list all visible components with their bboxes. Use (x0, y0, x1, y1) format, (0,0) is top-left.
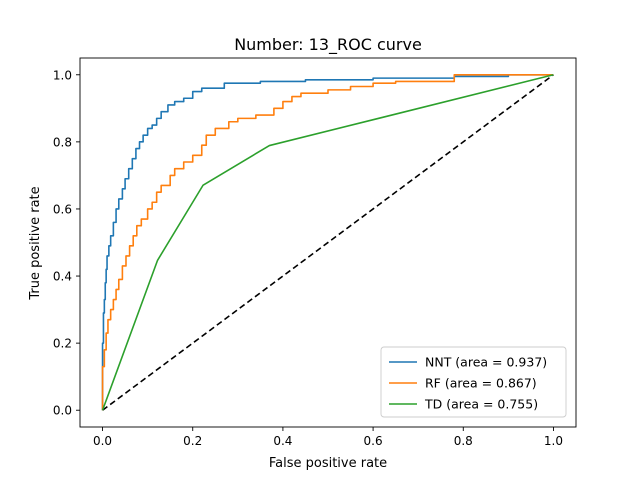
x-axis-label: False positive rate (269, 456, 387, 471)
legend-label-2: TD (area = 0.755) (424, 397, 538, 412)
x-tick-label: 0.2 (183, 434, 202, 448)
series-line-2 (101, 73, 554, 411)
legend-box (380, 346, 567, 418)
y-tick-label: 0.4 (53, 270, 72, 284)
plot-area (101, 73, 554, 411)
x-tick-label: 0.0 (93, 434, 112, 448)
y-tick-label: 0.2 (53, 337, 72, 351)
series-group (101, 73, 554, 411)
legend-label-1: RF (area = 0.867) (425, 376, 537, 391)
x-tick-label: 1.0 (544, 434, 563, 448)
legend-label-0: NNT (area = 0.937) (425, 355, 547, 370)
y-tick-label: 0.8 (53, 135, 72, 149)
legend: NNT (area = 0.937) RF (area = 0.867) TD (a… (380, 346, 567, 418)
axes: 0.0 0.2 0.4 0.6 0.8 1.0 0.0 0.2 0.4 0.6 0.8 1.0 (53, 57, 577, 448)
y-tick-label: 1.0 (53, 68, 72, 82)
series-line-1 (101, 73, 554, 411)
axes-frame (79, 57, 577, 428)
y-tick-label: 0.0 (53, 404, 72, 418)
x-tick-label: 0.8 (454, 434, 473, 448)
chart-title: Number: 13_ROC curve (234, 35, 422, 55)
y-tick-label: 0.6 (53, 202, 72, 216)
y-axis-label: True positive rate (28, 186, 43, 300)
series-line-0 (101, 73, 554, 411)
x-tick-label: 0.4 (273, 434, 292, 448)
chance-line (102, 74, 554, 411)
x-tick-label: 0.6 (364, 434, 383, 448)
